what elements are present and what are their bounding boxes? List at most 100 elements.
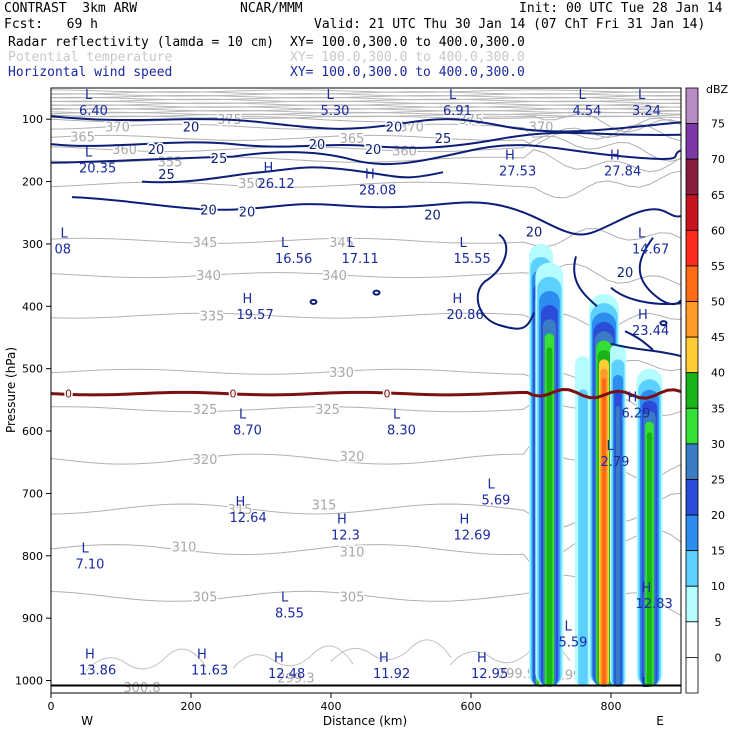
- x-tick-label: 600: [461, 700, 482, 713]
- extremum-value: 6.40: [79, 104, 108, 119]
- extremum-value: 28.08: [359, 183, 396, 198]
- extremum-value: 27.53: [499, 165, 536, 180]
- extremum-marker: H23.44: [632, 308, 669, 339]
- extremum-value: 5.59: [559, 636, 588, 651]
- isentrope-line: [51, 135, 681, 162]
- theta-label: 370: [105, 121, 130, 136]
- extremum-value: 12.69: [454, 528, 491, 543]
- colorbar-label: 5: [715, 616, 722, 629]
- extremum-type: L: [281, 236, 289, 251]
- extremum-type: H: [379, 651, 389, 666]
- extremum-marker: H28.08: [359, 167, 396, 198]
- colorbar-label: 30: [711, 438, 725, 451]
- theta-label: 320: [340, 450, 365, 465]
- y-tick-label: 600: [22, 425, 43, 438]
- wind-label: 25: [158, 168, 175, 183]
- west-label: W: [81, 714, 93, 728]
- extremum-value: 8.55: [275, 606, 304, 621]
- extremum-marker: L5.69: [482, 477, 511, 508]
- extremum-value: 6.91: [443, 104, 472, 119]
- theta-label: 345: [193, 236, 218, 251]
- y-tick-label: 500: [22, 363, 43, 376]
- x-tick-label: 0: [48, 700, 55, 713]
- colorbar-swatch: [685, 229, 699, 267]
- y-tick-label: 200: [22, 176, 43, 189]
- y-tick-label: 700: [22, 487, 43, 500]
- extremum-type: L: [449, 88, 457, 103]
- reflectivity-cell: [578, 389, 588, 687]
- freezing-level-label: 0: [384, 388, 391, 401]
- extremum-value: 11.92: [373, 667, 410, 682]
- colorbar-swatch: [685, 621, 699, 658]
- extremum-value: 3.24: [632, 104, 661, 119]
- isentrope-strat: [51, 111, 681, 116]
- x-tick-label: 200: [181, 700, 202, 713]
- extremum-type: H: [628, 391, 638, 406]
- colorbar-label: 75: [711, 118, 725, 131]
- valid-time: Valid: 21 UTC Thu 30 Jan 14 (07 ChT Fri …: [314, 17, 706, 32]
- theta-label: 345: [329, 236, 354, 251]
- colorbar-label: 35: [711, 402, 725, 415]
- extremum-type: H: [638, 308, 648, 323]
- plot-frame: [50, 87, 682, 694]
- extremum-value: 8.70: [233, 424, 262, 439]
- theta-label: 299.3: [277, 671, 314, 686]
- theta-label: 350: [238, 177, 263, 192]
- colorbar-label: 65: [711, 189, 725, 202]
- extremum-marker: L17.11: [342, 236, 379, 267]
- extremum-marker: L15.55: [454, 236, 491, 267]
- reflectivity-cell: [615, 406, 621, 687]
- extremum-marker: L3.24: [632, 88, 661, 119]
- colorbar-label: 60: [711, 224, 725, 237]
- extremum-marker: L6.40: [79, 88, 108, 119]
- wind-contour: [51, 115, 681, 133]
- extremum-type: L: [393, 408, 401, 423]
- freezing-level-label: 0: [65, 388, 72, 401]
- colorbar-swatch: [685, 585, 699, 623]
- isentrope-strat: [51, 115, 681, 120]
- extremum-marker: L5.30: [321, 88, 350, 119]
- extremum-marker: L6.91: [443, 88, 472, 119]
- extremum-type: H: [642, 581, 652, 596]
- colorbar-swatch: [685, 479, 699, 516]
- extremum-marker: L5.59: [559, 620, 588, 651]
- isentrope-line: [51, 123, 681, 147]
- colorbar-swatch: [685, 194, 699, 231]
- colorbar-swatch: [685, 657, 699, 694]
- extremum-value: 4.54: [573, 104, 602, 119]
- extremum-marker: H27.53: [499, 149, 536, 180]
- extremum-value: 12.48: [268, 667, 305, 682]
- x-axis-title: Distance (km): [323, 714, 407, 728]
- extremum-marker: H27.84: [604, 149, 641, 180]
- extremum-type: H: [243, 292, 253, 307]
- wind-label: 20: [239, 205, 256, 220]
- extremum-type: L: [61, 227, 69, 242]
- extremum-marker: L4.54: [573, 88, 602, 119]
- extremum-marker: H12.69: [454, 512, 491, 543]
- isentrope-strat: [51, 96, 681, 101]
- extremum-value: 6.29: [622, 407, 651, 422]
- freezing-level-line: [51, 387, 681, 400]
- theta-label: 300.8: [123, 681, 160, 696]
- extremum-marker: H6.29: [622, 391, 651, 422]
- extremum-value: 26.12: [258, 177, 295, 192]
- field-wind-name: Horizontal wind speed: [8, 65, 173, 80]
- extremum-marker: L16.56: [275, 236, 312, 267]
- extremum-type: H: [477, 651, 487, 666]
- colorbar-unit: dBZ: [706, 83, 729, 96]
- isentrope-strat: [51, 100, 681, 105]
- wind-label: 20: [526, 225, 543, 240]
- extremum-value: 7.10: [76, 558, 105, 573]
- org-label: NCAR/MMM: [240, 1, 303, 16]
- extremum-type: L: [239, 408, 247, 423]
- extremum-type: L: [565, 620, 573, 635]
- extremum-marker: L2.79: [601, 439, 630, 470]
- east-label: E: [656, 714, 664, 728]
- wind-label: 20: [183, 121, 200, 136]
- reflectivity-cell: [646, 432, 653, 687]
- theta-label: 315: [312, 499, 337, 514]
- theta-label: 340: [196, 269, 221, 284]
- extremum-marker: L2.94: [636, 676, 665, 693]
- extremum-type: H: [610, 149, 620, 164]
- extremum-value: 27.84: [604, 165, 641, 180]
